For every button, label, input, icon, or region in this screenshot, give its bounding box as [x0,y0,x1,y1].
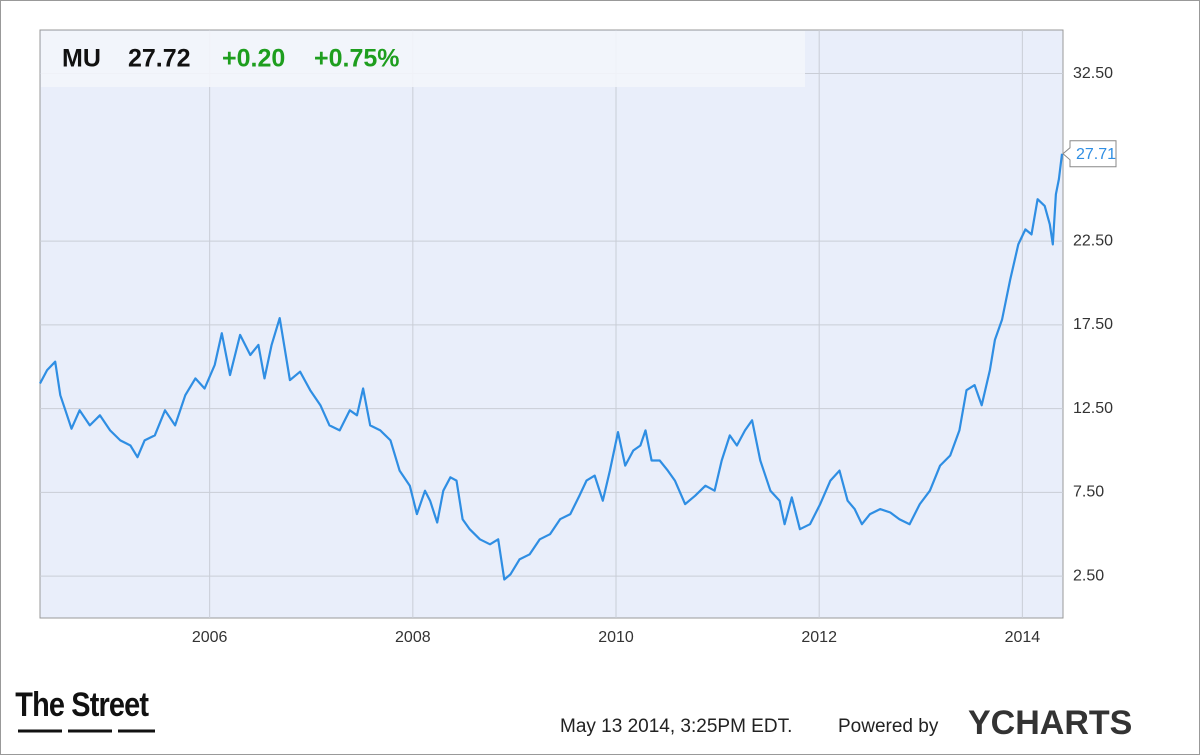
y-tick-label: 2.50 [1073,567,1104,584]
x-tick-label: 2010 [598,629,634,646]
y-tick-label: 7.50 [1073,484,1104,501]
y-tick-label: 17.50 [1073,316,1113,333]
provider: YCHARTS [968,704,1132,742]
price: 27.72 [128,45,191,73]
y-tick-label: 12.50 [1073,400,1113,417]
x-tick-label: 2012 [801,629,837,646]
x-tick-label: 2014 [1005,629,1041,646]
x-tick-label: 2006 [192,629,228,646]
price-line [39,153,1064,581]
x-tick-label: 2008 [395,629,431,646]
brand: The Street [15,685,149,724]
powered-by: Powered by [838,716,939,737]
grid [40,30,1063,618]
y-tick-label: 22.50 [1073,232,1113,249]
plot-area [39,29,1064,619]
y-tick-label: 32.50 [1073,65,1113,82]
header-box [41,31,805,87]
ticker: MU [62,45,101,73]
change: +0.20 [222,45,285,73]
end-label: 27.71 [1076,146,1116,163]
timestamp: May 13 2014, 3:25PM EDT. [560,716,792,737]
change-pct: +0.75% [314,45,400,73]
end-label-box [1062,140,1117,168]
marks [39,153,1064,581]
